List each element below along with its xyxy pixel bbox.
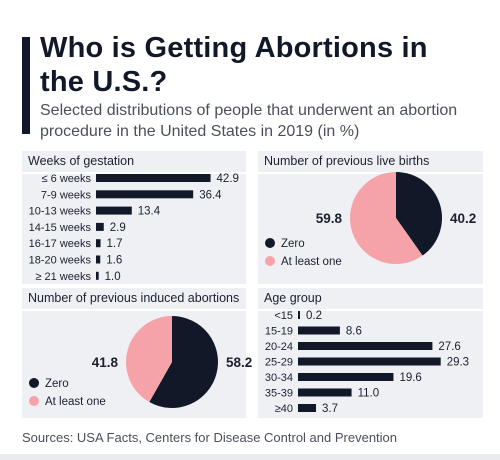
- legend-swatch: [265, 238, 275, 248]
- bar: [96, 222, 104, 231]
- bar-value-label: 1.7: [107, 238, 123, 250]
- legend-label: At least one: [45, 396, 106, 408]
- pie-value-label: 40.2: [450, 211, 476, 226]
- bar-category-label: 18-20 weeks: [29, 255, 92, 267]
- bar-value-label: 2.9: [110, 222, 126, 234]
- bar: [298, 373, 394, 381]
- bar-value-label: 42.9: [217, 173, 239, 185]
- chart-title: Number of previous live births: [264, 154, 430, 168]
- chart-title: Number of previous induced abortions: [28, 291, 240, 305]
- bar-value-label: 1.6: [106, 255, 122, 267]
- legend-label: Zero: [281, 238, 305, 250]
- bottom-strip: [0, 454, 500, 460]
- bar-category-label: 10-13 weeks: [29, 206, 92, 218]
- bar-value-label: 11.0: [358, 388, 380, 400]
- induced-abortions-pie-chart: 58.2 41.8 Zero At least one: [29, 316, 252, 408]
- bar-value-label: 19.6: [399, 372, 421, 384]
- bar-value-label: 13.4: [138, 206, 161, 218]
- bar: [96, 190, 194, 199]
- bar-value-label: 3.7: [322, 403, 338, 415]
- pie-slice: [149, 316, 218, 408]
- bar-category-label: ≤ 6 weeks: [42, 173, 92, 185]
- bar: [96, 255, 101, 264]
- bar-category-label: 16-17 weeks: [29, 238, 92, 250]
- panel-divider: [22, 172, 246, 174]
- age-group-bar-chart: <15 0.2 15-19 8.6 20-24 27.6 25-29 29.3 30-34 19.…: [265, 310, 469, 415]
- bar: [96, 239, 101, 248]
- bar-value-label: 27.6: [438, 341, 460, 353]
- bar-category-label: 20-24: [265, 341, 293, 353]
- bar: [298, 357, 441, 366]
- bar: [298, 342, 433, 350]
- page-title: Who is Getting Abortions in the U.S.?: [40, 32, 428, 98]
- pie-slice: [350, 172, 423, 264]
- legend-swatch: [29, 396, 39, 406]
- bar-value-label: 36.4: [199, 189, 222, 201]
- panel-divider: [22, 309, 246, 311]
- panel-weeks-of-gestation: Weeks of gestation ≤ 6 weeks 42.9 7-9 week…: [22, 151, 246, 284]
- bar-value-label: 1.0: [105, 271, 121, 283]
- panel-previous-live-births: Number of previous live births 40.2 59.8 Z…: [258, 151, 483, 284]
- bar-category-label: ≥40: [275, 403, 293, 415]
- legend-swatch: [29, 378, 39, 388]
- bar: [96, 174, 211, 182]
- chart-title: Age group: [264, 291, 322, 305]
- bar: [96, 206, 132, 215]
- source-note: Sources: USA Facts, Centers for Disease …: [22, 430, 398, 445]
- panel-divider: [258, 309, 483, 311]
- bar-value-label: 0.2: [306, 310, 322, 322]
- bar-category-label: 35-39: [265, 388, 293, 400]
- bar: [298, 388, 352, 397]
- weeks-bar-chart: ≤ 6 weeks 42.9 7-9 weeks 36.4 10-13 weeks 13.…: [29, 173, 239, 283]
- bar-category-label: 14-15 weeks: [29, 222, 92, 234]
- panel-age-group: Age group <15 0.2 15-19 8.6 20-24 27.6 25-29 29…: [258, 288, 483, 418]
- bar-category-label: 7-9 weeks: [41, 189, 92, 201]
- title-accent-bar: [22, 37, 30, 134]
- bar-category-label: 30-34: [265, 372, 293, 384]
- bar: [298, 404, 317, 412]
- bar-category-label: <15: [274, 310, 293, 322]
- bar: [298, 326, 340, 335]
- pie-value-label: 59.8: [316, 211, 343, 226]
- bar: [298, 311, 300, 319]
- legend-label: Zero: [45, 378, 69, 390]
- chart-title: Weeks of gestation: [28, 154, 135, 168]
- legend-swatch: [265, 256, 275, 266]
- page-subtitle: Selected distributions of people that un…: [40, 102, 458, 140]
- bar-value-label: 29.3: [447, 357, 469, 369]
- panel-previous-induced-abortions: Number of previous induced abortions 58.…: [22, 288, 252, 418]
- panel-divider: [258, 172, 483, 174]
- bar: [96, 271, 99, 280]
- legend-label: At least one: [281, 256, 342, 268]
- pie-slice: [396, 172, 442, 256]
- bar-category-label: ≥ 21 weeks: [35, 271, 91, 283]
- pie-value-label: 41.8: [92, 355, 119, 370]
- bar-value-label: 8.6: [346, 326, 362, 338]
- pie-value-label: 58.2: [226, 355, 252, 370]
- bar-category-label: 15-19: [265, 326, 293, 338]
- bar-category-label: 25-29: [265, 357, 293, 369]
- pie-slice: [125, 316, 172, 403]
- live-births-pie-chart: 40.2 59.8 Zero At least one: [265, 172, 476, 268]
